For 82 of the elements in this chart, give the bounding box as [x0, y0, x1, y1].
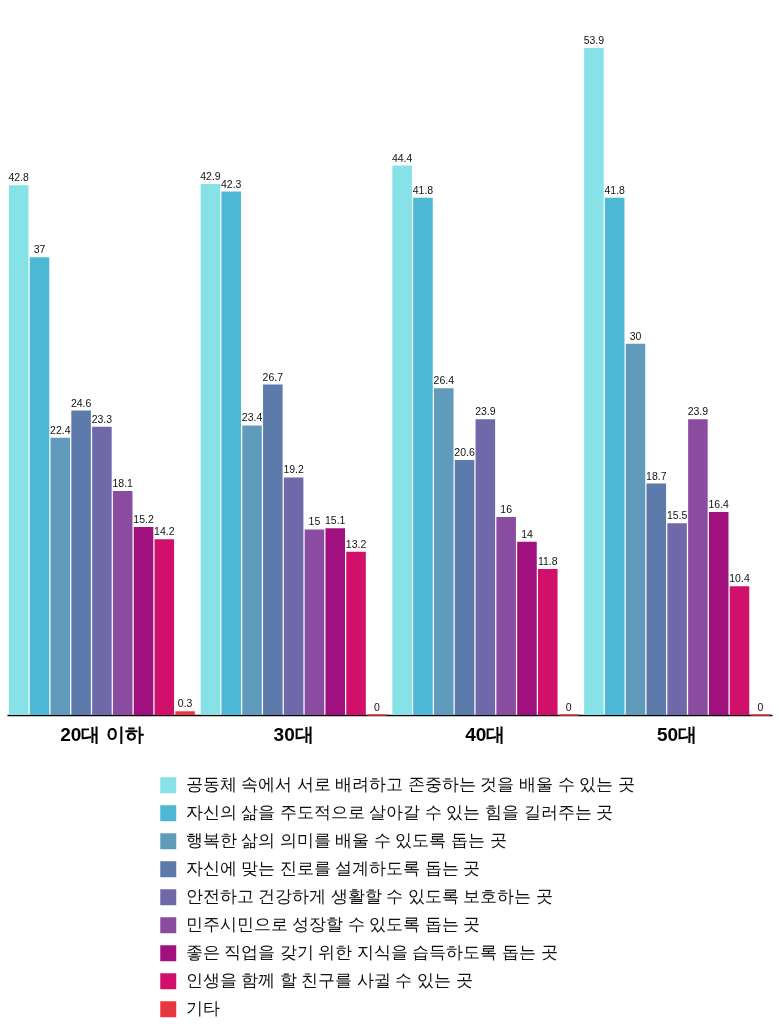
bar — [263, 384, 283, 715]
data-label: 23.4 — [241, 411, 263, 424]
data-label: 42.9 — [200, 170, 221, 183]
data-label: 10.4 — [729, 572, 750, 585]
data-label: 0 — [757, 701, 764, 713]
x-tick-label: 20대 이하 — [60, 723, 144, 745]
legend-label: 자신의 삶을 주도적으로 살아갈 수 있는 힘을 길러주는 곳 — [185, 803, 614, 822]
data-label: 42.3 — [221, 177, 242, 190]
data-label: 13.2 — [345, 537, 367, 550]
bar — [729, 586, 750, 715]
bar — [221, 191, 241, 715]
data-label: 37 — [33, 243, 46, 256]
bar — [242, 425, 262, 715]
data-label: 20.6 — [454, 446, 475, 459]
data-label: 15.5 — [666, 509, 688, 522]
data-label: 19.2 — [283, 463, 305, 476]
bar — [392, 165, 412, 715]
data-label: 15.1 — [325, 514, 346, 527]
bar — [283, 477, 304, 715]
bar — [175, 711, 195, 715]
bar — [625, 343, 646, 715]
data-label: 26.7 — [262, 370, 284, 383]
legend-label: 좋은 직업을 갖기 위한 지식을 습득하도록 돕는 곳 — [185, 943, 558, 962]
legend-label: 인생을 함께 할 친구를 사귈 수 있는 곳 — [185, 971, 473, 990]
data-label: 23.3 — [91, 412, 113, 425]
data-label: 42.8 — [8, 171, 30, 184]
data-label: 14 — [521, 527, 533, 540]
data-label: 14.2 — [154, 525, 175, 538]
bar — [200, 184, 221, 715]
bar — [154, 539, 175, 715]
data-label: 53.9 — [583, 34, 605, 46]
data-label: 41.8 — [604, 183, 626, 196]
bar — [667, 523, 687, 715]
bar — [346, 551, 366, 715]
data-label: 15 — [308, 515, 321, 528]
legend-label: 행복한 삶의 의미를 배울 수 있도록 돕는 곳 — [185, 831, 507, 850]
x-tick-label: 30대 — [273, 723, 314, 745]
data-label: 24.6 — [70, 396, 92, 409]
data-label: 0 — [373, 701, 380, 713]
data-label: 44.4 — [391, 151, 413, 164]
bar — [8, 185, 29, 715]
bar — [433, 388, 454, 715]
data-label: 0 — [565, 701, 572, 713]
data-label: 16 — [500, 503, 513, 515]
data-label: 18.7 — [646, 469, 667, 482]
bar — [92, 426, 112, 715]
data-label: 30 — [629, 329, 642, 342]
bar — [475, 419, 496, 715]
legend-label: 자신에 맞는 진로를 설계하도록 돕는 곳 — [185, 859, 481, 878]
bar — [71, 410, 91, 715]
bar — [325, 528, 346, 715]
bar — [304, 529, 325, 715]
bar — [538, 568, 558, 715]
legend-label: 안전하고 건강하게 생활할 수 있도록 보호하는 곳 — [185, 887, 554, 906]
bar — [496, 517, 516, 715]
bar — [646, 483, 667, 715]
bar — [584, 48, 604, 715]
data-label: 23.9 — [687, 405, 709, 418]
legend-label: 민주시민으로 성장할 수 있도록 돕는 곳 — [185, 915, 481, 934]
bar — [112, 491, 133, 715]
legend-label: 공동체 속에서 서로 배려하고 존중하는 것을 배울 수 있는 곳 — [185, 775, 635, 794]
data-label: 15.2 — [133, 512, 154, 525]
legend-label: 기타 — [185, 999, 220, 1018]
data-label: 22.4 — [50, 423, 71, 436]
data-label: 23.9 — [475, 405, 496, 418]
bar — [50, 437, 71, 715]
bar — [413, 197, 433, 715]
data-label: 26.4 — [433, 374, 455, 387]
x-tick-label: 40대 — [465, 723, 506, 745]
x-tick-label: 50대 — [657, 723, 698, 745]
bar — [133, 526, 154, 715]
bar — [708, 512, 729, 715]
bar — [454, 460, 475, 715]
bar — [29, 257, 50, 715]
bar — [517, 541, 537, 715]
data-label: 41.8 — [412, 183, 434, 196]
data-label: 11.8 — [537, 554, 558, 567]
bar — [604, 197, 625, 715]
data-label: 0.3 — [177, 697, 193, 710]
data-label: 16.4 — [708, 498, 730, 511]
bar — [688, 419, 708, 715]
data-label: 18.1 — [112, 477, 134, 490]
